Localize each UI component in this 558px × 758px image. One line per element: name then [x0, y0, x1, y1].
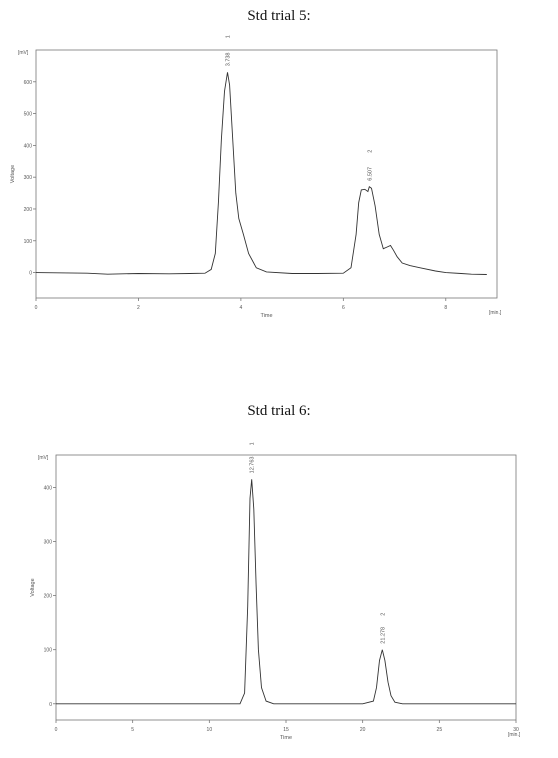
chart-2-xtick-label: 0	[55, 727, 58, 733]
chart-1-xtick-label: 4	[239, 305, 242, 311]
chart-2-title: Std trial 6:	[247, 403, 311, 419]
chart-2-peak-rt-label: 12.763	[250, 457, 256, 474]
chart-1-plot-frame	[35, 49, 498, 299]
chart-1-peak-id-label: 2	[367, 150, 373, 153]
chart-1-peak-id-label: 1	[225, 35, 231, 38]
chart-1-ytick-label: 600	[24, 80, 33, 86]
chart-2-xtick-label: 10	[207, 727, 213, 733]
chart-1-ytick-label: 200	[24, 207, 33, 213]
chart-1-ylabel: Voltage	[10, 165, 16, 183]
chart-2-ylabel: Voltage	[30, 578, 36, 596]
chart-1-series-line	[35, 72, 487, 275]
chart-1-xtick-label: 8	[444, 305, 447, 311]
chart-2-xtick-label: 5	[131, 727, 134, 733]
chart-1-unit-label: [mV]	[18, 50, 29, 56]
chart-2-unit-label: [mV]	[38, 455, 49, 461]
chart-2-ytick-label: 100	[44, 648, 53, 654]
chart-1-ytick-label: 0	[29, 271, 32, 277]
chart-1-ytick-label: 500	[24, 112, 33, 118]
chart-2-xtick-label: 25	[437, 727, 443, 733]
chart-2-xtick-label: 30	[513, 727, 519, 733]
chart-1-title: Std trial 5:	[247, 8, 311, 24]
chart-2-series-line	[56, 479, 516, 705]
chart-1-peak-rt-label: 6.507	[367, 167, 373, 181]
chart-2-ytick-label: 200	[44, 594, 53, 600]
chart-2-plot-frame	[55, 454, 517, 721]
chart-2-ytick-label: 300	[44, 540, 53, 546]
chart-2-x-unit-label: [min.]	[508, 732, 521, 738]
chart-2-xlabel: Time	[280, 735, 292, 741]
chart-2-peak-id-label: 1	[250, 442, 256, 445]
chart-1-peak-rt-label: 3.738	[225, 52, 231, 66]
chart-2-xtick-label: 20	[360, 727, 366, 733]
chart-1-ytick-label: 400	[24, 143, 33, 149]
chart-1-x-unit-label: [min.]	[489, 310, 502, 316]
chart-1-xtick-label: 0	[35, 305, 38, 311]
chart-1-xtick-label: 2	[137, 305, 140, 311]
chart-1-xlabel: Time	[260, 313, 272, 319]
chart-2-peak-id-label: 2	[380, 613, 386, 616]
chart-2-xtick-label: 15	[283, 727, 289, 733]
chart-1-ytick-label: 300	[24, 175, 33, 181]
chart-1-xtick-label: 6	[342, 305, 345, 311]
chart-2-ytick-label: 400	[44, 485, 53, 491]
chart-1-ytick-label: 100	[24, 239, 33, 245]
chart-2-ytick-label: 0	[49, 702, 52, 708]
chart-2-peak-rt-label: 21.278	[380, 627, 386, 644]
